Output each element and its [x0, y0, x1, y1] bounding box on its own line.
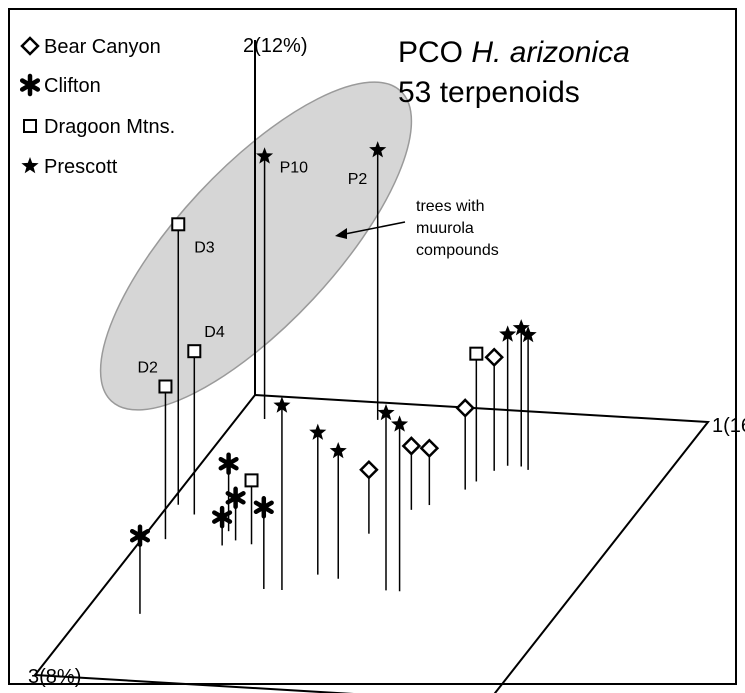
point: [484, 347, 504, 367]
marker-diamond: [20, 36, 40, 56]
point: [359, 460, 379, 480]
point: [212, 505, 233, 529]
point: [377, 403, 395, 421]
title-species: H. arizonica: [471, 36, 629, 69]
marker-diamond: [359, 460, 379, 480]
point-label: P2: [348, 171, 368, 188]
legend-label: Bear Canyon: [44, 36, 161, 58]
marker-diamond: [455, 398, 475, 418]
marker-star: [519, 326, 537, 343]
marker-asterisk: [253, 496, 274, 519]
point: [244, 473, 259, 488]
chart-subtitle: 53 terpenoids: [398, 76, 580, 109]
legend-label: Prescott: [44, 156, 118, 178]
point: [171, 217, 186, 232]
marker-star: [309, 423, 327, 440]
marker-star: [391, 415, 409, 432]
point: [309, 423, 327, 440]
legend-marker: [23, 119, 37, 133]
point: [419, 438, 440, 459]
point: [273, 396, 291, 413]
marker-square: [469, 346, 484, 361]
annotation-line: trees with: [416, 198, 484, 215]
marker-star: [273, 396, 291, 413]
chart-title: PCO H. arizonica: [398, 36, 630, 69]
marker-star: [256, 147, 274, 164]
point: [158, 379, 173, 394]
arrow-head: [335, 228, 347, 239]
point: [401, 436, 422, 456]
legend-label: Dragoon Mtns.: [44, 116, 175, 138]
point: [455, 398, 475, 418]
point: [499, 325, 517, 342]
point: [519, 326, 537, 343]
marker-asterisk: [212, 505, 233, 529]
marker-diamond: [401, 436, 422, 456]
point: [129, 524, 151, 547]
marker-star: [369, 141, 387, 158]
marker-asterisk: [129, 524, 151, 547]
point-labels: D3 D4 D2 P10 P2: [137, 159, 367, 376]
z-axis-label: 3(8%): [28, 666, 81, 688]
point: [253, 496, 274, 519]
annotation-line: compounds: [416, 242, 499, 259]
point: [512, 319, 530, 336]
point-label: D4: [204, 324, 225, 341]
point: [369, 141, 387, 158]
marker-square: [158, 379, 173, 394]
legend-label: Clifton: [44, 75, 101, 97]
y-axis-label: 2(12%): [243, 35, 307, 57]
marker-square: [187, 344, 202, 359]
point-label: D3: [194, 239, 215, 256]
point: [187, 344, 202, 359]
floor-plane: [33, 393, 710, 693]
marker-asterisk: [19, 73, 41, 97]
marker-square: [23, 119, 37, 133]
point: [256, 147, 274, 164]
marker-star: [377, 403, 395, 421]
point-label: P10: [280, 159, 309, 176]
point: [218, 452, 239, 475]
point-label: D2: [137, 360, 158, 377]
annotation: trees with muurola compounds: [416, 198, 499, 259]
marker-asterisk: [225, 486, 246, 510]
legend-marker: [20, 36, 40, 56]
marker-star: [512, 319, 530, 336]
marker-asterisk: [218, 452, 239, 475]
marker-star: [21, 157, 39, 174]
point: [391, 415, 409, 432]
marker-diamond: [419, 438, 440, 459]
marker-square: [244, 473, 259, 488]
point: [225, 486, 246, 510]
title-prefix: PCO: [398, 36, 463, 69]
annotation-arrow: [344, 221, 406, 235]
markers: [129, 141, 537, 547]
point: [329, 442, 347, 459]
marker-square: [171, 217, 186, 232]
stems: [139, 150, 529, 614]
annotation-line: muurola: [416, 220, 474, 237]
legend-marker: [19, 73, 41, 97]
legend: Bear Canyon Clifton Dragoon Mtns. Prescott: [19, 36, 175, 178]
x-axis-label: 1(16%): [712, 415, 745, 437]
marker-star: [499, 325, 517, 342]
legend-marker: [21, 157, 39, 174]
marker-diamond: [484, 347, 504, 367]
marker-star: [329, 442, 347, 459]
point: [469, 346, 484, 361]
